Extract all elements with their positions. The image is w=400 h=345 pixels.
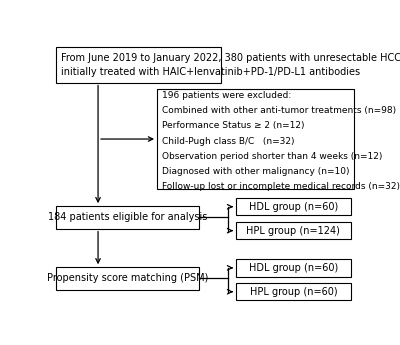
Bar <box>236 259 351 276</box>
Text: HDL group (n=60): HDL group (n=60) <box>249 202 338 212</box>
Text: HPL group (n=60): HPL group (n=60) <box>250 287 337 297</box>
Text: Performance Status ≥ 2 (n=12): Performance Status ≥ 2 (n=12) <box>162 121 304 130</box>
Text: From June 2019 to January 2022, 380 patients with unresectable HCC
initially tre: From June 2019 to January 2022, 380 pati… <box>61 53 400 77</box>
Text: Child-Pugh class B/C   (n=32): Child-Pugh class B/C (n=32) <box>162 137 294 146</box>
Text: Propensity score matching (PSM): Propensity score matching (PSM) <box>47 274 208 284</box>
Bar <box>236 222 351 239</box>
Text: HDL group (n=60): HDL group (n=60) <box>249 263 338 273</box>
Text: Combined with other anti-tumor treatments (n=98): Combined with other anti-tumor treatment… <box>162 106 396 116</box>
Text: HPL group (n=124): HPL group (n=124) <box>246 226 340 236</box>
Bar <box>236 198 351 215</box>
Text: 184 patients eligible for analysis: 184 patients eligible for analysis <box>48 213 207 223</box>
Text: Follow-up lost or incomplete medical records (n=32): Follow-up lost or incomplete medical rec… <box>162 182 400 191</box>
Text: Diagnosed with other malignancy (n=10): Diagnosed with other malignancy (n=10) <box>162 167 349 176</box>
Bar <box>236 283 351 300</box>
Bar <box>56 47 220 82</box>
Bar <box>56 206 199 229</box>
Bar <box>157 89 354 189</box>
Bar <box>56 267 199 290</box>
Text: 196 patients were excluded:: 196 patients were excluded: <box>162 91 291 100</box>
Text: Observation period shorter than 4 weeks (n=12): Observation period shorter than 4 weeks … <box>162 151 382 160</box>
